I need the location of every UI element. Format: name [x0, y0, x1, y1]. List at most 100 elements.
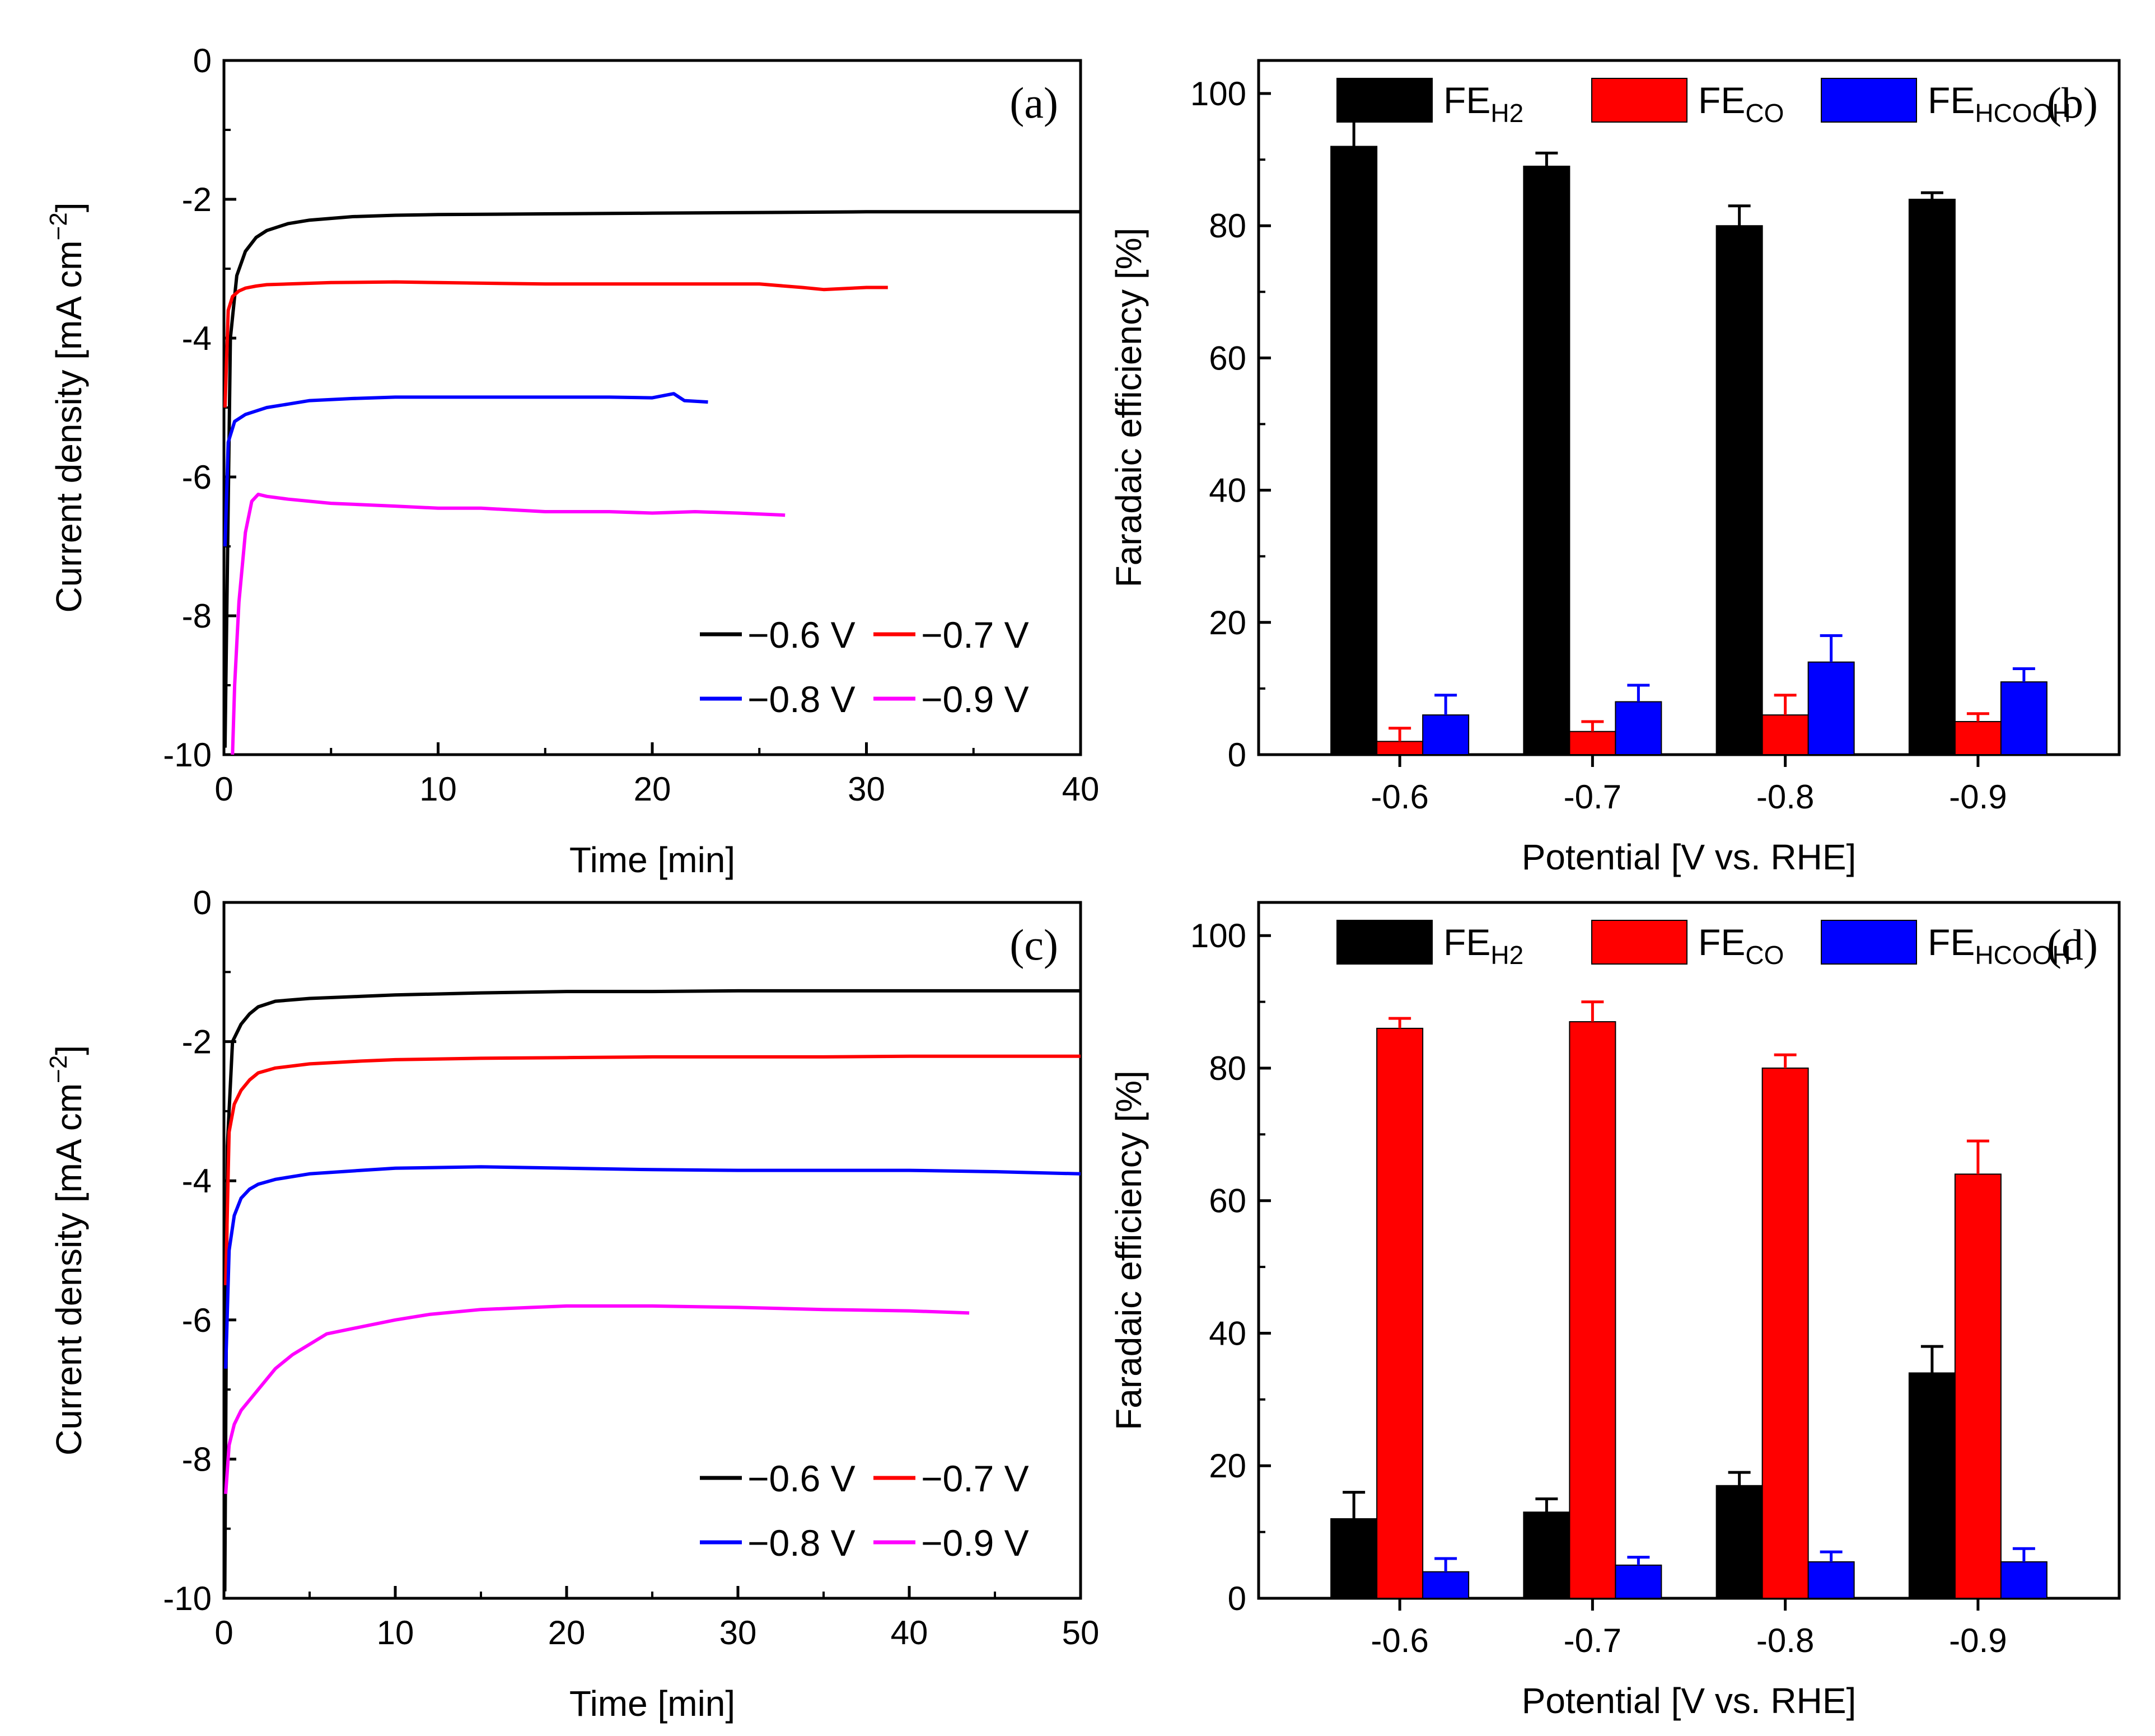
y-tick-label: 20	[1209, 604, 1246, 642]
x-tick-label: -0.9	[1949, 1622, 2007, 1659]
x-tick-label: 40	[1062, 770, 1100, 808]
series-line-3	[224, 1304, 970, 1494]
legend-label-3: −0.9 V	[921, 1522, 1029, 1564]
x-tick-label: 30	[719, 1614, 757, 1651]
panel-label: (d)	[2047, 920, 2098, 969]
y-tick-label: 20	[1209, 1447, 1246, 1485]
y-tick-label: 40	[1209, 1314, 1246, 1352]
bar-1-0	[1376, 741, 1424, 756]
legend-label-main-2: FE	[1928, 921, 1975, 963]
series-line-3	[231, 493, 786, 755]
legend-label-main-1: FE	[1698, 79, 1745, 121]
bar-2-1	[1615, 701, 1662, 755]
legend-label-sub-2: HCOOH	[1975, 940, 2070, 970]
bar-1-0	[1376, 1027, 1424, 1599]
series-line-2	[223, 392, 708, 547]
legend-label-sub-0: H2	[1490, 99, 1523, 128]
y-axis-label-main: Current density [mA cm	[49, 1083, 89, 1456]
bar-0-0	[1330, 1518, 1378, 1599]
legend-label-2: −0.8 V	[747, 679, 856, 720]
y-axis-label: Faradaic efficiency [%]	[1109, 228, 1149, 588]
y-tick-label: -4	[182, 1162, 212, 1200]
y-tick-label: -6	[182, 1302, 212, 1339]
bar-0-2	[1715, 225, 1763, 755]
y-tick-label: -10	[163, 736, 212, 774]
bar-0-2	[1715, 1485, 1763, 1599]
legend-label-3: −0.9 V	[921, 679, 1029, 720]
legend: FEH2 FECO FEHCOOH	[1336, 78, 2071, 128]
y-axis-label-sup: −2	[45, 212, 72, 240]
y-tick-label: 80	[1209, 207, 1246, 245]
legend-label-sub-1: CO	[1745, 940, 1784, 970]
legend-label-sub-2: HCOOH	[1975, 99, 2070, 128]
legend-swatch-2	[1821, 920, 1917, 965]
series-line-0	[223, 210, 1081, 748]
panel-b: 0 20 40 60 80 100 -0.6 -0.7 -0.8 -0.9 Potential [V…	[1109, 59, 2121, 877]
x-axis-label: Potential [V vs. RHE]	[1522, 1681, 1857, 1721]
y-tick-label: -2	[182, 181, 212, 218]
bar-0-0	[1330, 146, 1378, 755]
x-tick-label: 20	[634, 770, 671, 808]
x-axis-label: Potential [V vs. RHE]	[1522, 837, 1857, 877]
legend-label-sub-0: H2	[1490, 940, 1523, 970]
legend-label-0: −0.6 V	[747, 1458, 856, 1499]
x-tick-label: 40	[891, 1614, 928, 1651]
x-tick-label: 30	[848, 770, 885, 808]
y-axis-label: Current density [mA cm−2]	[45, 1045, 89, 1456]
panel-a: 0 10 20 30 40 0 -2 -4 -6 -8 -10 Time [min] Current d…	[45, 42, 1099, 880]
legend: −0.6 V −0.7 V −0.8 V −0.9 V	[700, 1458, 1029, 1564]
y-axis-label-tail: ]	[49, 1045, 89, 1055]
legend-label-main-0: FE	[1443, 79, 1490, 121]
legend-swatch-0	[1336, 78, 1433, 123]
bar-2-0	[1422, 714, 1470, 755]
panel-label: (b)	[2047, 78, 2098, 127]
y-tick-label: 0	[1228, 1580, 1246, 1617]
y-tick-label: 60	[1209, 339, 1246, 377]
legend-label-1: −0.7 V	[921, 614, 1029, 656]
series-line-0	[223, 989, 1081, 1592]
panel-d: 0 20 40 60 80 100 -0.6 -0.7 -0.8 -0.9 Potential [V…	[1109, 901, 2121, 1721]
bar-1-1	[1569, 731, 1616, 755]
legend-label-1: −0.7 V	[921, 1458, 1029, 1499]
y-tick-label: -8	[182, 597, 212, 635]
bar-2-1	[1615, 1564, 1662, 1599]
bar-2-3	[2000, 1561, 2048, 1599]
bar-0-1	[1523, 165, 1570, 755]
bar-1-2	[1761, 1067, 1809, 1599]
x-tick-label: -0.6	[1371, 1622, 1428, 1659]
y-tick-label: 0	[193, 42, 212, 79]
bar-2-2	[1807, 661, 1855, 755]
x-tick-label: 10	[419, 770, 457, 808]
y-axis-label: Faradaic efficiency [%]	[1109, 1070, 1149, 1430]
series-line-1	[224, 1054, 1081, 1285]
bar-1-1	[1569, 1021, 1616, 1599]
series-line-2	[224, 1165, 1081, 1369]
x-axis-label: Time [min]	[569, 1683, 735, 1724]
legend-label-1: FECO	[1698, 79, 1784, 128]
x-tick-label: -0.9	[1949, 778, 2007, 816]
y-axis-label: Current density [mA cm−2]	[45, 202, 89, 612]
legend-label-sub-1: CO	[1745, 99, 1784, 128]
bar-0-3	[1908, 199, 1956, 755]
x-tick-label: 0	[214, 1614, 233, 1651]
plot-frame	[1257, 59, 2121, 756]
x-tick-label: -0.7	[1564, 1622, 1621, 1659]
x-tick-label: -0.7	[1564, 778, 1621, 816]
legend: −0.6 V −0.7 V −0.8 V −0.9 V	[700, 614, 1029, 720]
y-tick-label: -2	[182, 1023, 212, 1061]
y-tick-label: 40	[1209, 472, 1246, 509]
legend-label-0: −0.6 V	[747, 614, 856, 656]
x-tick-label: 0	[214, 770, 233, 808]
bar-1-3	[1954, 720, 2002, 756]
panel-label: (c)	[1009, 920, 1058, 969]
legend-label-0: FEH2	[1443, 921, 1523, 970]
legend-label-2: FEHCOOH	[1928, 79, 2071, 128]
bar-1-3	[1954, 1173, 2002, 1599]
y-axis-label-main: Current density [mA cm	[49, 240, 89, 612]
y-axis-label-tail: ]	[49, 202, 89, 212]
y-tick-label: 0	[1228, 736, 1246, 774]
series-line-1	[223, 280, 888, 408]
y-axis-label-sup: −2	[45, 1055, 72, 1083]
legend-label-main-2: FE	[1928, 79, 1975, 121]
